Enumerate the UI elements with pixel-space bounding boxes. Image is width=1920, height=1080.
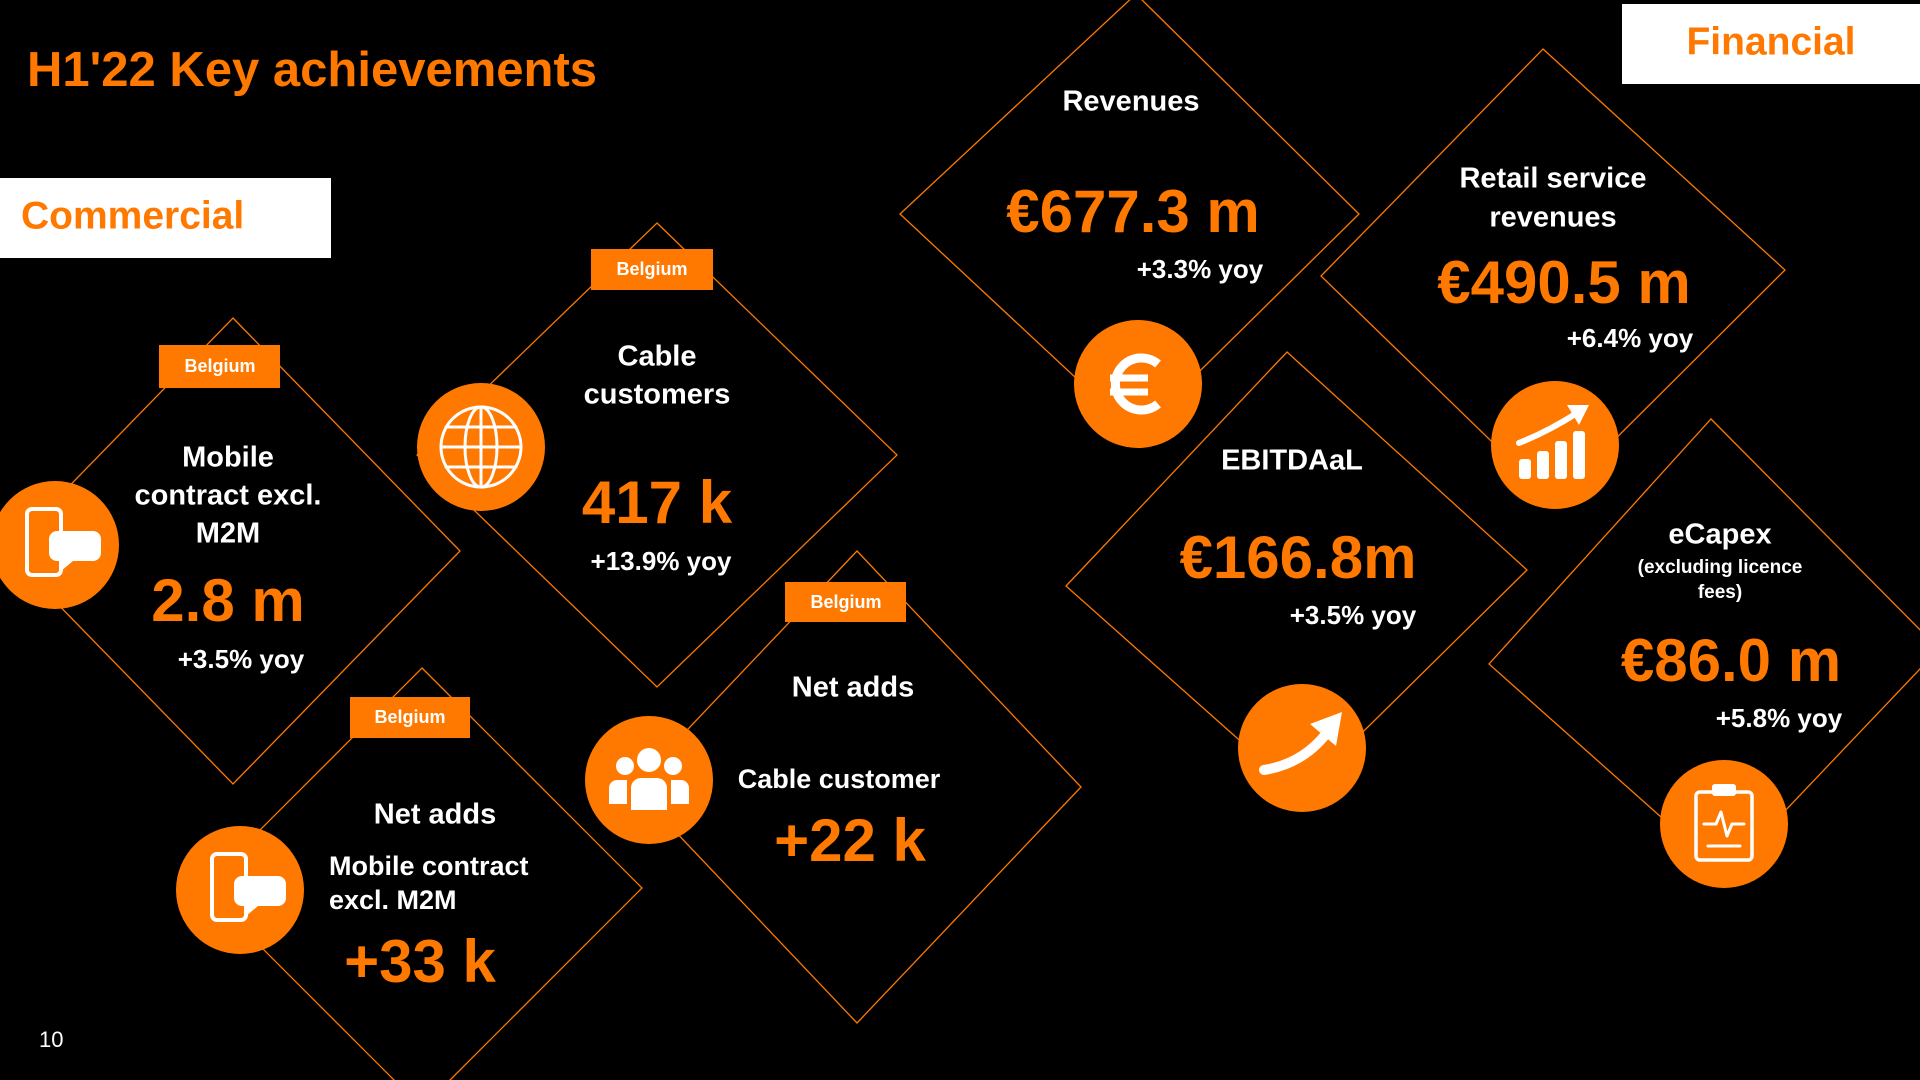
slide-title: H1'22 Key achievements xyxy=(27,43,597,97)
heading: Net adds xyxy=(374,799,496,831)
tag: Belgium xyxy=(810,592,881,612)
diamond xyxy=(201,667,643,1080)
change: +3.3% yoy xyxy=(1137,254,1264,284)
heading: Mobile xyxy=(182,442,274,474)
note: (excluding licence xyxy=(1638,557,1803,578)
phone-icon xyxy=(0,481,119,609)
note: fees) xyxy=(1698,582,1742,603)
change: +3.5% yoy xyxy=(1290,600,1417,630)
section-label: Financial xyxy=(1686,20,1855,63)
heading: Revenues xyxy=(1062,86,1199,118)
value: +22 k xyxy=(774,807,926,874)
clipboard-icon xyxy=(1660,760,1788,888)
change: +13.9% yoy xyxy=(591,546,732,576)
change: +5.8% yoy xyxy=(1716,703,1843,733)
phone-icon xyxy=(176,826,304,954)
section-label: Commercial xyxy=(21,194,244,237)
growth-chart-icon xyxy=(1491,381,1619,509)
change: +6.4% yoy xyxy=(1567,323,1694,353)
tag: Belgium xyxy=(616,259,687,279)
people-icon xyxy=(585,716,713,844)
subheading: Cable customer xyxy=(738,764,941,794)
tag-box xyxy=(159,345,280,388)
subheading: Mobile contract xyxy=(329,851,529,881)
value: +33 k xyxy=(344,928,496,995)
heading: M2M xyxy=(196,518,260,550)
heading: Cable xyxy=(618,341,697,373)
change: +3.5% yoy xyxy=(178,644,305,674)
section-box xyxy=(1622,4,1920,84)
heading: revenues xyxy=(1489,202,1616,234)
diamond xyxy=(632,550,1082,1024)
globe-icon xyxy=(417,383,545,511)
heading: customers xyxy=(584,379,731,411)
section-box xyxy=(0,178,331,258)
value: €490.5 m xyxy=(1437,249,1691,316)
heading: eCapex xyxy=(1668,519,1771,551)
tag-box xyxy=(591,249,713,290)
value: €166.8m xyxy=(1180,524,1417,591)
value: €86.0 m xyxy=(1621,627,1841,694)
subheading: excl. M2M xyxy=(329,885,457,915)
value: 417 k xyxy=(582,469,733,536)
arrow-icon xyxy=(1238,684,1366,812)
diamond xyxy=(5,317,461,785)
tag: Belgium xyxy=(374,707,445,727)
heading: Net adds xyxy=(792,672,914,704)
tag-box xyxy=(785,582,906,622)
heading: Retail service xyxy=(1459,163,1646,195)
page-number: 10 xyxy=(39,1027,63,1052)
heading: contract excl. xyxy=(135,480,322,512)
tag: Belgium xyxy=(184,356,255,376)
tag-box xyxy=(350,697,470,738)
diamond xyxy=(416,222,898,688)
value: 2.8 m xyxy=(151,567,304,634)
euro-icon xyxy=(1074,320,1202,448)
value: €677.3 m xyxy=(1006,178,1260,245)
heading: EBITDAaL xyxy=(1221,445,1363,477)
